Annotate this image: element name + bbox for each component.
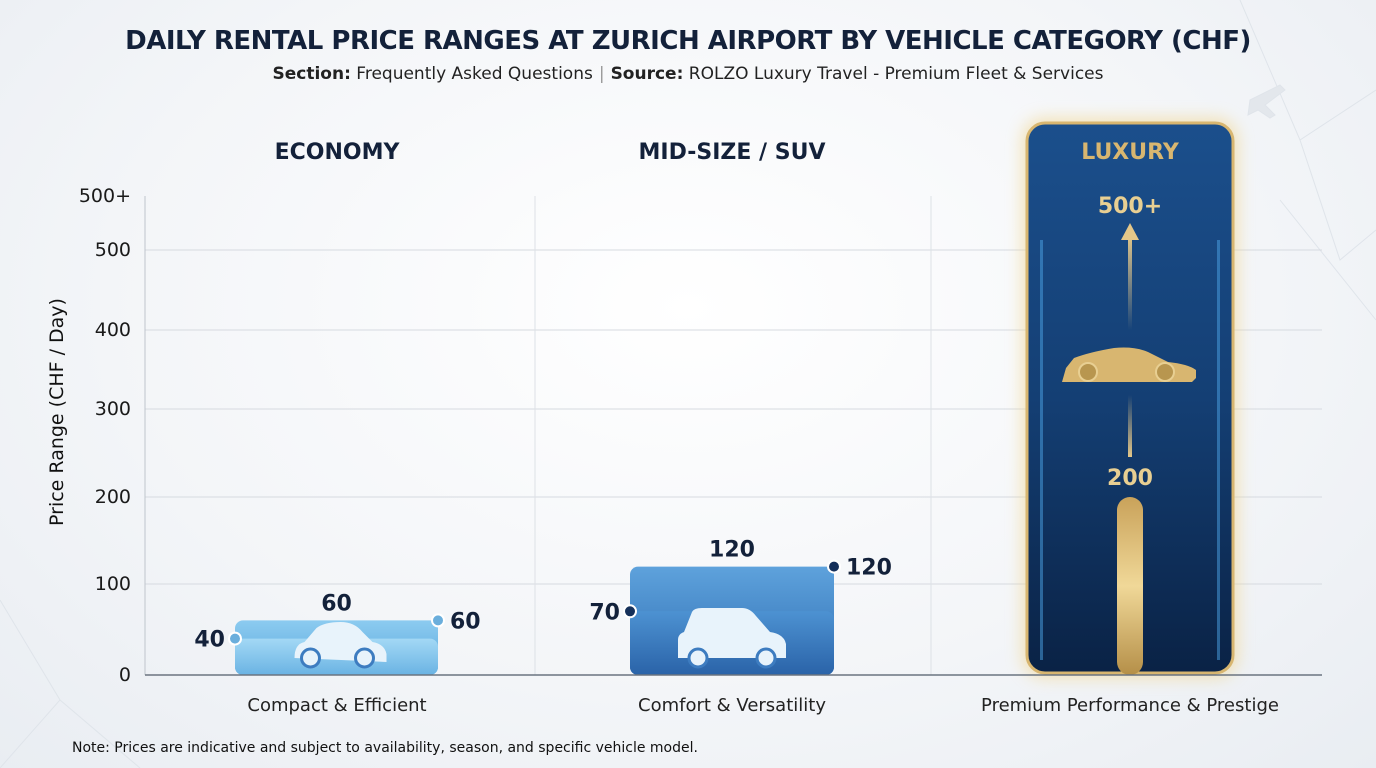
max-point: [431, 613, 445, 628]
min-value-label: 40: [194, 628, 225, 653]
y-tick-label: 500+: [79, 185, 131, 207]
top-value-label: 120: [709, 538, 755, 563]
max-value-label: 60: [450, 609, 481, 634]
max-value-label: 500+: [1098, 194, 1162, 219]
sports-car-icon: [1062, 347, 1196, 382]
up-arrow-shaft: [1128, 235, 1132, 330]
compact-car-icon: [294, 622, 387, 669]
range-bar: 40 60 60: [194, 591, 481, 675]
min-point: [228, 631, 242, 646]
y-tick-label: 300: [95, 398, 131, 420]
luxury-range-content: 200 500+: [1062, 194, 1196, 675]
source-label: Source:: [610, 64, 684, 84]
category-header: LUXURY: [1081, 140, 1180, 165]
y-axis-label: Price Range (CHF / Day): [46, 298, 68, 526]
category-header: ECONOMY: [275, 140, 401, 165]
y-tick-label: 0: [119, 664, 131, 686]
section-value: Frequently Asked Questions: [356, 64, 593, 84]
y-tick-label: 500: [95, 239, 131, 261]
min-value-label: 70: [589, 600, 620, 625]
footnote: Note: Prices are indicative and subject …: [72, 740, 698, 756]
category-description: Premium Performance & Prestige: [981, 695, 1279, 716]
up-arrow-icon: [1121, 223, 1139, 240]
category-header: MID-SIZE / SUV: [639, 140, 826, 165]
suv-icon: [678, 608, 786, 669]
min-point: [623, 604, 637, 619]
min-value-label: 200: [1107, 466, 1153, 491]
y-tick-label: 400: [95, 319, 131, 341]
source-value: ROLZO Luxury Travel - Premium Fleet & Se…: [688, 64, 1104, 84]
chart-subtitle: Section: Frequently Asked Questions | Sour…: [272, 64, 1104, 84]
airplane-icon: [1247, 84, 1286, 119]
category-description: Compact & Efficient: [247, 695, 426, 716]
y-tick-label: 100: [95, 573, 131, 595]
lower-arrow-shaft: [1128, 395, 1132, 457]
max-value-label: 120: [846, 556, 892, 581]
category-description: Comfort & Versatility: [638, 695, 826, 716]
gold-min-bar: [1117, 497, 1143, 675]
max-point: [827, 559, 841, 574]
chart-title: DAILY RENTAL PRICE RANGES AT ZURICH AIRP…: [125, 26, 1251, 56]
section-label: Section:: [272, 64, 351, 84]
top-value-label: 60: [321, 591, 352, 616]
y-tick-label: 200: [95, 486, 131, 508]
range-bar: 70 120 120: [589, 538, 892, 675]
